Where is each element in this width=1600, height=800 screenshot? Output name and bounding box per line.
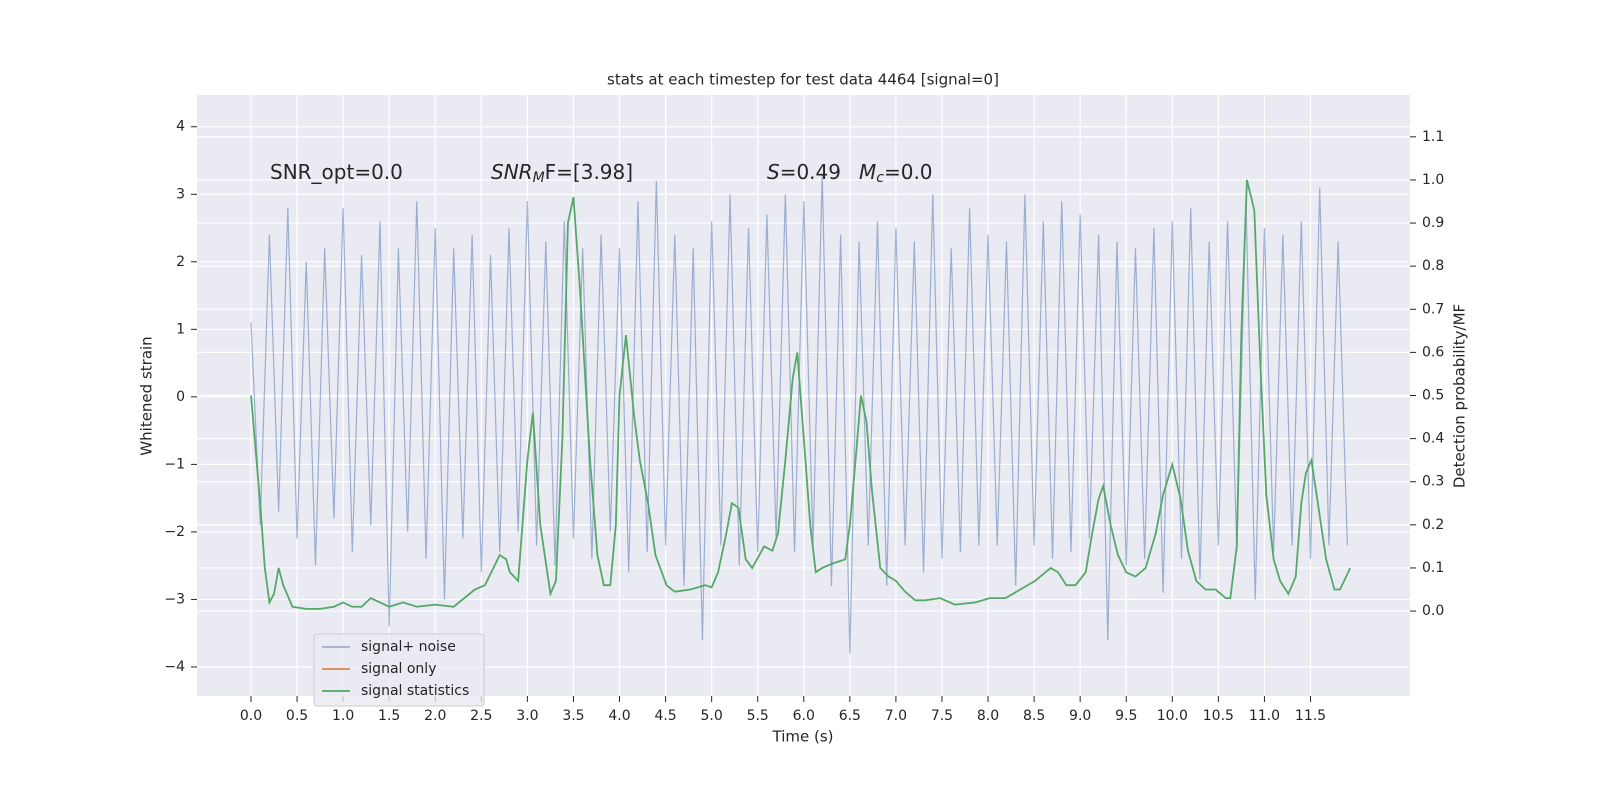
x-tick-label: 9.5 — [1115, 708, 1137, 724]
x-tick-label: 1.0 — [332, 708, 354, 724]
x-tick-label: 11.5 — [1295, 708, 1326, 724]
x-tick-label: 8.5 — [1023, 708, 1045, 724]
y2-tick-label: 0.9 — [1422, 215, 1444, 231]
annotation-part: SNR_opt=0.0 — [270, 160, 403, 184]
y2-tick-label: 1.0 — [1422, 172, 1444, 188]
x-tick-label: 5.0 — [701, 708, 723, 724]
y-tick-label: 3 — [176, 186, 185, 202]
x-tick-label: 2.5 — [470, 708, 492, 724]
x-tick-label: 8.0 — [977, 708, 999, 724]
legend-label: signal+ noise — [361, 639, 456, 655]
annotation-part: SNR — [491, 160, 533, 184]
x-tick-label: 1.5 — [378, 708, 400, 724]
x-tick-label: 5.5 — [747, 708, 769, 724]
annotation-part: =0.0 — [884, 160, 933, 184]
annotation-part: F=[3.98] — [545, 160, 633, 184]
y2-tick-label: 0.4 — [1422, 431, 1444, 447]
x-tick-label: 0.0 — [240, 708, 262, 724]
x-tick-label: 0.5 — [286, 708, 308, 724]
x-tick-label: 6.0 — [793, 708, 815, 724]
x-tick-label: 10.0 — [1157, 708, 1188, 724]
x-tick-label: 2.0 — [424, 708, 446, 724]
annotation: SNR_opt=0.0 — [270, 160, 403, 184]
annotation: Mc=0.0 — [859, 160, 933, 187]
x-tick-label: 9.0 — [1069, 708, 1091, 724]
y2-tick-label: 1.1 — [1422, 129, 1444, 145]
legend-label: signal only — [361, 661, 436, 677]
y-tick-label: −4 — [164, 659, 185, 675]
annotation: S=0.49 — [767, 160, 841, 184]
x-tick-label: 10.5 — [1203, 708, 1234, 724]
x-tick-label: 7.5 — [931, 708, 953, 724]
x-tick-label: 6.5 — [839, 708, 861, 724]
x-tick-label: 4.5 — [654, 708, 676, 724]
x-tick-label: 4.0 — [608, 708, 630, 724]
y2-axis-label: Detection probability/MF — [1451, 304, 1469, 488]
y-tick-label: −2 — [164, 524, 185, 540]
y-tick-label: 2 — [176, 254, 185, 270]
y2-tick-label: 0.8 — [1422, 258, 1444, 274]
x-tick-label: 3.0 — [516, 708, 538, 724]
series-line — [250, 179, 1351, 610]
y2-tick-label: 0.7 — [1422, 301, 1444, 317]
y-tick-label: −3 — [164, 591, 185, 607]
annotation-part: S — [767, 160, 780, 184]
y2-tick-label: 0.6 — [1422, 344, 1444, 360]
legend-box — [313, 633, 485, 707]
y2-tick-label: 0.2 — [1422, 517, 1444, 533]
y-tick-label: −1 — [164, 456, 185, 472]
y-axis-label: Whitened strain — [138, 336, 156, 455]
y2-tick-label: 0.5 — [1422, 388, 1444, 404]
x-tick-label: 3.5 — [562, 708, 584, 724]
y-tick-label: 0 — [176, 389, 185, 405]
y2-tick-label: 0.3 — [1422, 474, 1444, 490]
annotation-part: c — [876, 170, 884, 186]
y2-tick-label: 0.1 — [1422, 560, 1444, 576]
legend-label: signal statistics — [361, 683, 469, 699]
y-tick-label: 1 — [176, 321, 185, 337]
chart-title: stats at each timestep for test data 446… — [607, 71, 999, 89]
y2-tick-label: 0.0 — [1422, 603, 1444, 619]
annotation-part: M — [859, 160, 876, 184]
x-tick-label: 11.0 — [1249, 708, 1280, 724]
x-axis-label: Time (s) — [772, 728, 834, 746]
y-tick-label: 4 — [176, 119, 185, 135]
annotation-part: M — [533, 170, 545, 186]
annotation: SNRMF=[3.98] — [491, 160, 633, 187]
annotation-part: =0.49 — [780, 160, 841, 184]
x-tick-label: 7.0 — [885, 708, 907, 724]
